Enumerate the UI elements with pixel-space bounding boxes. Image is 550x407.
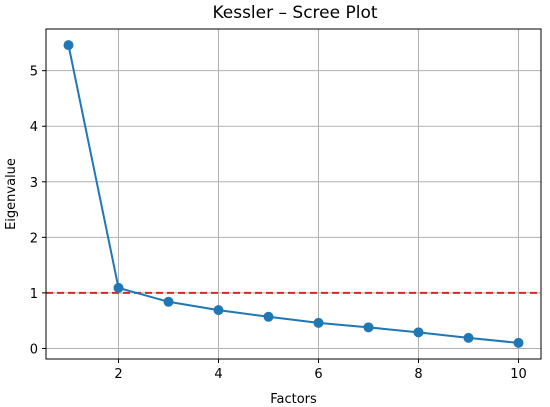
y-tick-label: 3	[30, 176, 38, 191]
series-layer	[63, 40, 524, 348]
data-point	[413, 327, 424, 338]
y-tick-label: 4	[30, 120, 38, 135]
y-tick-label: 2	[30, 231, 38, 246]
grid	[46, 29, 541, 359]
data-point	[313, 317, 324, 328]
plot-frame	[45, 28, 542, 360]
series-line	[67, 44, 519, 344]
y-tick-label: 1	[30, 287, 38, 302]
ticks: 2 4 6 8 10 0 1 2 3 4 5	[30, 65, 527, 382]
data-point	[213, 305, 224, 316]
data-point	[63, 40, 74, 51]
data-point	[263, 311, 274, 322]
data-point	[113, 282, 124, 293]
data-point	[513, 337, 524, 348]
x-tick-label: 4	[214, 367, 222, 382]
y-tick-label: 0	[30, 342, 38, 357]
x-tick-label: 2	[114, 367, 122, 382]
chart-title: Kessler – Scree Plot	[212, 3, 377, 23]
x-axis-label: Factors	[270, 392, 317, 407]
x-tick-label: 6	[314, 367, 322, 382]
data-point	[163, 296, 174, 307]
y-axis-label: Eigenvalue	[4, 158, 19, 230]
y-tick-label: 5	[30, 65, 38, 80]
x-tick-label: 10	[510, 367, 527, 382]
x-tick-label: 8	[414, 367, 422, 382]
data-point	[363, 322, 374, 333]
data-point	[463, 332, 474, 343]
